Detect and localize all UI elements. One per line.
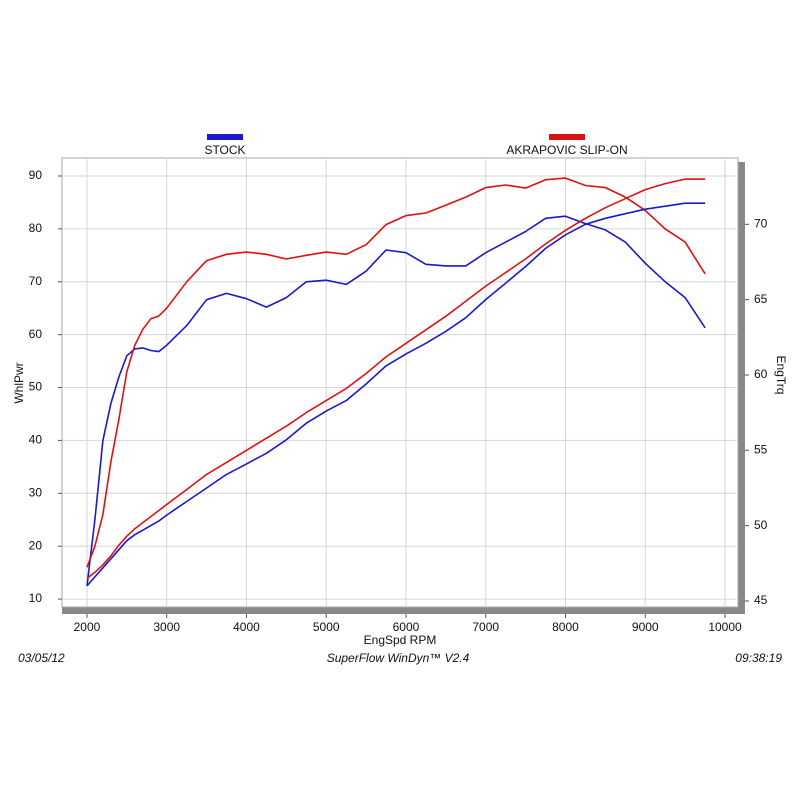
y2-tick-label: 60: [754, 367, 768, 381]
x-axis-label: EngSpd RPM: [364, 633, 437, 647]
series-line: [86, 202, 706, 587]
y-tick-label: 90: [29, 168, 43, 182]
x-tick-label: 7000: [472, 620, 499, 634]
y-tick-label: 30: [29, 485, 43, 499]
y2-tick-label: 55: [754, 442, 768, 456]
bottom-axis-bar: [62, 607, 745, 614]
y2-tick-label: 65: [754, 292, 768, 306]
y-axis-label: WhlPwr: [12, 362, 26, 403]
lines: [86, 177, 706, 587]
y2-tick-label: 50: [754, 518, 768, 532]
legend-swatch: [207, 134, 243, 140]
right-axis-bar: [738, 162, 745, 614]
x-tick-label: 5000: [313, 620, 340, 634]
date: 03/05/12: [18, 651, 65, 665]
plot-area: [61, 157, 739, 608]
x-tick-label: 4000: [233, 620, 260, 634]
x-tick-label: 2000: [74, 620, 101, 634]
x-tick-label: 6000: [393, 620, 420, 634]
time: 09:38:19: [735, 651, 782, 665]
grid: [62, 158, 738, 607]
y-tick-label: 40: [29, 433, 43, 447]
y-tick-label: 70: [29, 274, 43, 288]
legend-swatch: [549, 134, 585, 140]
legend-label: STOCK: [204, 143, 245, 157]
x-tick-label: 9000: [632, 620, 659, 634]
y-tick-label: 60: [29, 327, 43, 341]
y-tick-label: 10: [29, 591, 43, 605]
series-line: [86, 215, 706, 586]
y-tick-label: 20: [29, 538, 43, 552]
x-tick-label: 10000: [708, 620, 742, 634]
x-tick-label: 8000: [552, 620, 579, 634]
x-tick-label: 3000: [153, 620, 180, 634]
series-line: [86, 178, 706, 580]
y2-tick-label: 70: [754, 216, 768, 230]
y-tick-label: 80: [29, 221, 43, 235]
y-tick-label: 50: [29, 380, 43, 394]
series-line: [86, 177, 706, 568]
software: SuperFlow WinDyn™ V2.4: [327, 651, 470, 665]
y2-axis-label: EngTrq: [774, 356, 788, 395]
y2-tick-label: 45: [754, 593, 768, 607]
legend-label: AKRAPOVIC SLIP-ON: [506, 143, 627, 157]
